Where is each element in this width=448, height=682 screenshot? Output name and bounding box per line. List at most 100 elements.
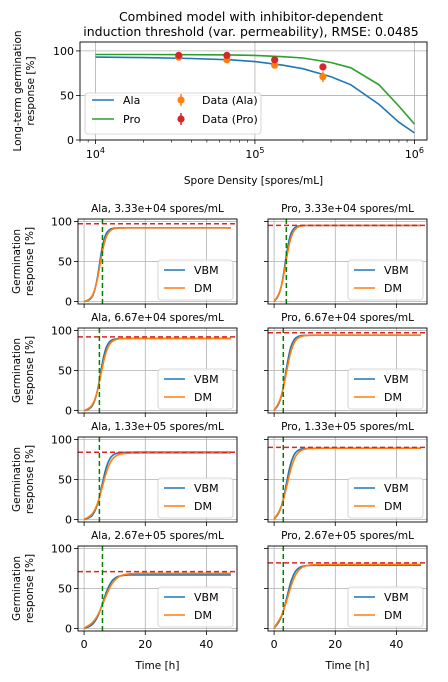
panel-legend: VBM DM bbox=[157, 368, 234, 410]
y-tick-label: 50 bbox=[58, 474, 72, 487]
y-axis-label-line1: Germination bbox=[11, 556, 23, 621]
x-tick-label: 104 bbox=[86, 146, 105, 161]
y-axis-label-line1: Germination bbox=[11, 229, 23, 294]
series-line-dm bbox=[273, 563, 421, 629]
legend-label-dm: DM bbox=[384, 500, 402, 513]
y-tick-label: 0 bbox=[65, 514, 72, 527]
legend-label-vbm: VBM bbox=[384, 482, 409, 495]
y-axis-label-line2: response [%] bbox=[25, 56, 37, 125]
timecourse-panel: Pro, 3.33e+04 spores/mL VBM DM bbox=[264, 203, 428, 308]
legend-label-vbm: VBM bbox=[384, 264, 409, 277]
x-tick-label: 0 bbox=[81, 638, 88, 651]
y-tick-label: 100 bbox=[51, 433, 72, 446]
panel-title: Ala, 6.67e+04 spores/mL bbox=[91, 312, 224, 324]
series-line-dm bbox=[273, 447, 421, 520]
summary-legend: Ala Pro Data (Ala) Data (Pro) bbox=[84, 92, 262, 135]
legend-label-vbm: VBM bbox=[384, 591, 409, 604]
y-tick-label: 50 bbox=[60, 89, 74, 102]
y-tick-label: 0 bbox=[67, 134, 74, 147]
series-line-pro bbox=[95, 53, 416, 125]
data-point-data-pro bbox=[223, 51, 231, 59]
timecourse-panel: Ala, 6.67e+04 spores/mL 0 50 100 Germination… bbox=[11, 312, 238, 418]
y-tick-label: 100 bbox=[51, 542, 72, 555]
legend-label-dm: DM bbox=[194, 391, 212, 404]
legend-box bbox=[84, 92, 262, 135]
timecourse-panel: Pro, 1.33e+05 spores/mL VBM DM bbox=[264, 421, 428, 526]
y-tick-label: 50 bbox=[58, 256, 72, 269]
y-tick-label: 0 bbox=[65, 623, 72, 636]
legend-label-vbm: VBM bbox=[194, 264, 219, 277]
y-tick-label: 100 bbox=[51, 324, 72, 337]
legend-label-dm: DM bbox=[194, 609, 212, 622]
legend-marker-data-pro bbox=[177, 115, 185, 123]
x-axis-label: Time [h] bbox=[135, 660, 180, 672]
x-tick-label: 106 bbox=[405, 146, 424, 161]
legend-label-data-pro: Data (Pro) bbox=[202, 113, 258, 126]
x-tick-label: 20 bbox=[328, 638, 342, 651]
timecourse-panel: Pro, 2.67e+05 spores/mL 0 20 40 Time [h] VBM D… bbox=[264, 530, 428, 672]
x-tick-label: 105 bbox=[245, 146, 264, 161]
y-tick-label: 0 bbox=[65, 296, 72, 309]
summary-chart: Combined model with inhibitor-dependenti… bbox=[12, 9, 428, 187]
timecourse-panel: Ala, 3.33e+04 spores/mL 0 50 100 Germination… bbox=[11, 203, 238, 309]
legend-label-dm: DM bbox=[384, 609, 402, 622]
legend-label-vbm: VBM bbox=[194, 591, 219, 604]
data-point-data-pro bbox=[175, 51, 183, 59]
panel-legend: VBM DM bbox=[157, 477, 234, 519]
panel-legend: VBM DM bbox=[157, 259, 234, 301]
series-line-dm bbox=[273, 334, 421, 411]
timecourse-panel: Ala, 2.67e+05 spores/mL 0 50 100 0 20 40 Time [… bbox=[11, 530, 238, 672]
legend-label-ala: Ala bbox=[123, 94, 140, 107]
x-tick-label: 20 bbox=[138, 638, 152, 651]
data-point-data-pro bbox=[319, 63, 327, 71]
panel-legend: VBM DM bbox=[347, 259, 424, 301]
series-line-dm bbox=[83, 452, 231, 521]
legend-label-vbm: VBM bbox=[194, 482, 219, 495]
legend-label-dm: DM bbox=[194, 500, 212, 513]
legend-label-vbm: VBM bbox=[384, 373, 409, 386]
series-line-vbm bbox=[83, 574, 231, 630]
panel-title: Pro, 3.33e+04 spores/mL bbox=[281, 203, 414, 215]
panel-legend: VBM DM bbox=[157, 586, 234, 628]
panel-legend: VBM DM bbox=[347, 477, 424, 519]
legend-label-pro: Pro bbox=[123, 113, 141, 126]
timecourse-panel: Pro, 6.67e+04 spores/mL VBM DM bbox=[264, 312, 428, 417]
timecourse-panel: Ala, 1.33e+05 spores/mL 0 50 100 Germination… bbox=[11, 421, 238, 527]
x-axis-label: Spore Density [spores/mL] bbox=[184, 175, 323, 187]
panel-title: Pro, 6.67e+04 spores/mL bbox=[281, 312, 414, 324]
data-point-data-ala bbox=[319, 73, 327, 81]
legend-marker-data-ala bbox=[177, 96, 185, 104]
chart-title-line2: induction threshold (var. permeability),… bbox=[83, 24, 419, 39]
y-axis-label-line2: response [%] bbox=[24, 227, 36, 296]
legend-label-data-ala: Data (Ala) bbox=[202, 94, 258, 107]
y-axis-label-line1: Germination bbox=[11, 447, 23, 512]
y-tick-label: 50 bbox=[58, 583, 72, 596]
panel-legend: VBM DM bbox=[347, 368, 424, 410]
x-tick-label: 40 bbox=[389, 638, 403, 651]
y-axis-label-line1: Germination bbox=[11, 338, 23, 403]
y-axis-label-line2: response [%] bbox=[24, 445, 36, 514]
x-tick-label: 0 bbox=[271, 638, 278, 651]
legend-label-vbm: VBM bbox=[194, 373, 219, 386]
y-tick-label: 100 bbox=[51, 215, 72, 228]
data-point-data-ala bbox=[271, 61, 279, 69]
chart-title-line1: Combined model with inhibitor-dependent bbox=[119, 9, 383, 24]
series-line-dm bbox=[83, 572, 231, 630]
x-axis-label: Time [h] bbox=[325, 660, 370, 672]
y-axis-label-line2: response [%] bbox=[24, 336, 36, 405]
y-axis-label-line1: Long-term germination bbox=[12, 30, 24, 151]
panel-title: Ala, 1.33e+05 spores/mL bbox=[91, 421, 224, 433]
y-tick-label: 100 bbox=[53, 45, 74, 58]
series-line-dm bbox=[83, 227, 231, 303]
panel-title: Pro, 2.67e+05 spores/mL bbox=[281, 530, 414, 542]
y-tick-label: 0 bbox=[65, 405, 72, 418]
panel-title: Pro, 1.33e+05 spores/mL bbox=[281, 421, 414, 433]
data-point-data-pro bbox=[271, 56, 279, 64]
legend-label-dm: DM bbox=[384, 282, 402, 295]
legend-label-dm: DM bbox=[384, 391, 402, 404]
panel-title: Ala, 3.33e+04 spores/mL bbox=[91, 203, 224, 215]
series-line-ala bbox=[95, 56, 415, 134]
axes-frame bbox=[79, 41, 428, 141]
panel-legend: VBM DM bbox=[347, 586, 424, 628]
